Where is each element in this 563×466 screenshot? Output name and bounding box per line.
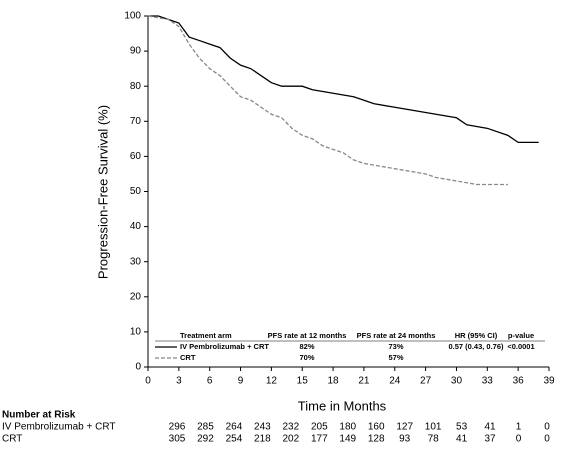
at-risk-count: 285 xyxy=(197,422,214,433)
x-tick-label: 0 xyxy=(145,376,151,387)
y-tick-label: 60 xyxy=(130,151,142,162)
y-axis-title: Progression-Free Survival (%) xyxy=(95,105,110,279)
at-risk-label: CRT xyxy=(2,434,22,445)
at-risk-count: 232 xyxy=(283,422,300,433)
at-risk-count: 305 xyxy=(169,434,186,445)
at-risk-count: 292 xyxy=(197,434,214,445)
at-risk-count: 180 xyxy=(339,422,356,433)
at-risk-count: 93 xyxy=(399,434,411,445)
legend-label: IV Pembrolizumab + CRT xyxy=(180,342,269,351)
at-risk-label: IV Pembrolizumab + CRT xyxy=(2,422,115,433)
y-tick-label: 90 xyxy=(130,46,142,57)
x-tick-label: 27 xyxy=(420,376,432,387)
table-header: PFS rate at 12 months xyxy=(268,331,347,340)
at-risk-count: 78 xyxy=(428,434,440,445)
y-tick-label: 100 xyxy=(124,11,141,22)
survival-curve xyxy=(148,15,539,144)
x-tick-label: 24 xyxy=(389,376,401,387)
y-tick-label: 50 xyxy=(130,186,142,197)
x-tick-label: 9 xyxy=(238,376,244,387)
y-tick-label: 70 xyxy=(130,116,142,127)
at-risk-count: 202 xyxy=(283,434,300,445)
at-risk-count: 53 xyxy=(456,422,468,433)
x-tick-label: 33 xyxy=(482,376,494,387)
at-risk-count: 177 xyxy=(311,434,328,445)
table-cell: 82% xyxy=(299,342,314,351)
at-risk-count: 0 xyxy=(544,422,550,433)
at-risk-count: 101 xyxy=(425,422,442,433)
table-cell: 73% xyxy=(388,342,403,351)
x-tick-label: 3 xyxy=(176,376,182,387)
at-risk-count: 160 xyxy=(368,422,385,433)
at-risk-count: 0 xyxy=(544,434,550,445)
at-risk-count: 254 xyxy=(226,434,243,445)
table-cell: 57% xyxy=(388,353,403,362)
table-header: Treatment arm xyxy=(180,331,232,340)
x-tick-label: 39 xyxy=(543,376,555,387)
y-tick-label: 10 xyxy=(130,327,142,338)
at-risk-count: 296 xyxy=(169,422,186,433)
at-risk-count: 41 xyxy=(456,434,468,445)
at-risk-count: 128 xyxy=(368,434,385,445)
x-tick-label: 6 xyxy=(207,376,213,387)
table-header: p-value xyxy=(508,331,534,340)
table-header: PFS rate at 24 months xyxy=(357,331,436,340)
table-cell: 0.57 (0.43, 0.76) xyxy=(448,342,504,351)
y-tick-label: 0 xyxy=(135,362,141,373)
x-tick-label: 21 xyxy=(358,376,370,387)
table-header: HR (95% CI) xyxy=(455,331,498,340)
at-risk-title: Number at Risk xyxy=(2,410,76,421)
y-tick-label: 40 xyxy=(130,221,142,232)
x-tick-label: 15 xyxy=(297,376,309,387)
at-risk-count: 264 xyxy=(226,422,243,433)
x-tick-label: 18 xyxy=(328,376,340,387)
table-cell: 70% xyxy=(299,353,314,362)
y-tick-label: 20 xyxy=(130,291,142,302)
survival-curve xyxy=(147,15,508,186)
at-risk-count: 41 xyxy=(485,422,497,433)
at-risk-count: 218 xyxy=(254,434,271,445)
x-axis-title: Time in Months xyxy=(298,398,387,413)
y-tick-label: 80 xyxy=(130,81,142,92)
y-tick-label: 30 xyxy=(130,256,142,267)
x-tick-label: 36 xyxy=(513,376,525,387)
at-risk-count: 1 xyxy=(516,422,522,433)
at-risk-count: 205 xyxy=(311,422,328,433)
table-cell: <0.0001 xyxy=(507,342,534,351)
at-risk-count: 127 xyxy=(396,422,413,433)
at-risk-count: 37 xyxy=(485,434,497,445)
at-risk-count: 0 xyxy=(516,434,522,445)
at-risk-count: 149 xyxy=(339,434,356,445)
x-tick-label: 12 xyxy=(266,376,278,387)
legend-label: CRT xyxy=(180,353,196,362)
at-risk-count: 243 xyxy=(254,422,271,433)
x-tick-label: 30 xyxy=(451,376,463,387)
